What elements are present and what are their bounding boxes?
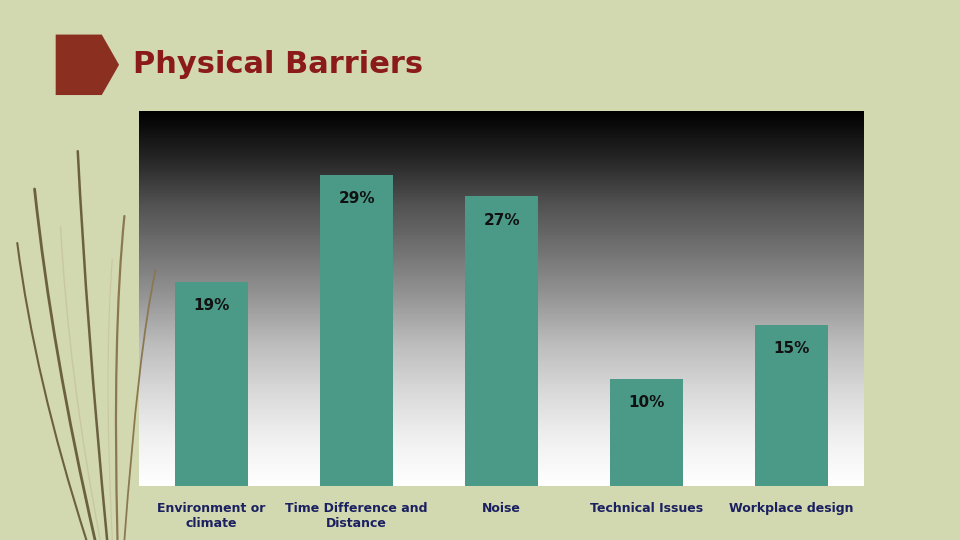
Text: 10%: 10% (629, 395, 664, 410)
Bar (756, 325, 828, 486)
Polygon shape (56, 35, 119, 95)
Text: 19%: 19% (194, 299, 229, 313)
Bar (321, 175, 393, 486)
Bar (611, 379, 683, 486)
Text: 27%: 27% (483, 213, 520, 227)
Bar (176, 282, 248, 486)
Bar (466, 197, 538, 486)
Text: Physical Barriers: Physical Barriers (133, 50, 423, 79)
Text: 29%: 29% (338, 191, 375, 206)
Text: 15%: 15% (774, 341, 809, 356)
